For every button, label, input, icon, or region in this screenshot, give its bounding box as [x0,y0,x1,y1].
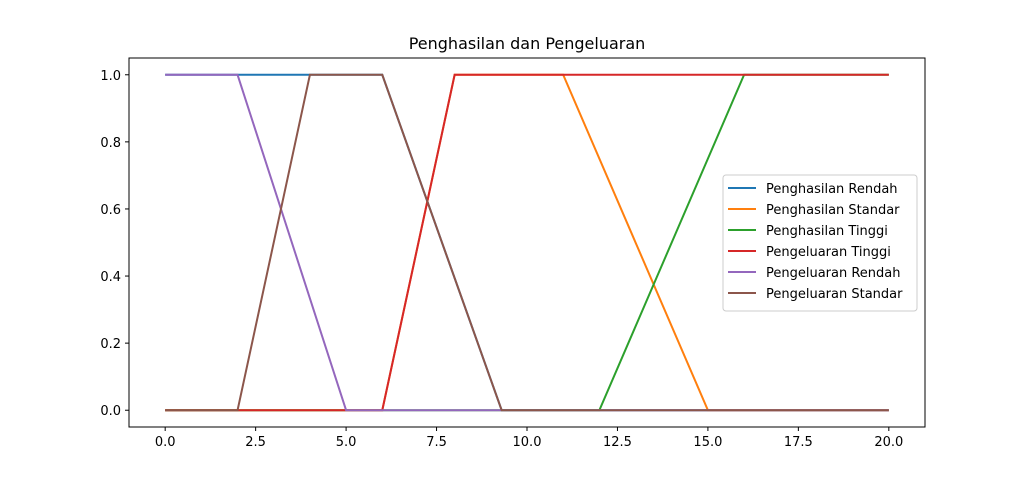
legend-label: Penghasilan Standar [766,203,900,218]
legend-label: Pengeluaran Rendah [766,266,901,281]
y-tick-label: 0.0 [100,404,121,419]
x-tick-label: 2.5 [245,435,266,450]
x-tick-label: 12.5 [603,435,632,450]
x-tick-label: 0.0 [155,435,176,450]
series-line-3 [165,73,889,412]
y-axis: 0.0 0.2 0.4 0.6 0.8 1.0 [100,69,129,419]
legend-label: Pengeluaran Standar [766,287,903,302]
x-tick-label: 10.0 [513,435,542,450]
x-axis: 0.0 2.5 5.0 7.5 10.0 12.5 15.0 17.5 20.0 [155,427,903,450]
y-tick-label: 0.2 [100,337,121,352]
legend: Penghasilan Rendah Penghasilan Standar Pen… [722,174,918,312]
legend-label: Penghasilan Rendah [766,182,898,197]
y-tick-label: 0.8 [100,136,121,151]
x-tick-label: 20.0 [874,435,903,450]
y-tick-label: 0.4 [100,270,121,285]
x-tick-label: 5.0 [336,435,357,450]
x-tick-label: 7.5 [426,435,447,450]
legend-label: Pengeluaran Tinggi [766,245,891,260]
y-tick-label: 0.6 [100,203,121,218]
x-tick-label: 15.0 [693,435,722,450]
legend-box [722,174,918,312]
legend-label: Penghasilan Tinggi [766,224,888,239]
series-line-5 [165,73,889,412]
chart-title: Penghasilan dan Pengeluaran [409,34,646,53]
x-tick-label: 17.5 [784,435,813,450]
series-layer [165,73,889,412]
y-tick-label: 1.0 [100,69,121,84]
